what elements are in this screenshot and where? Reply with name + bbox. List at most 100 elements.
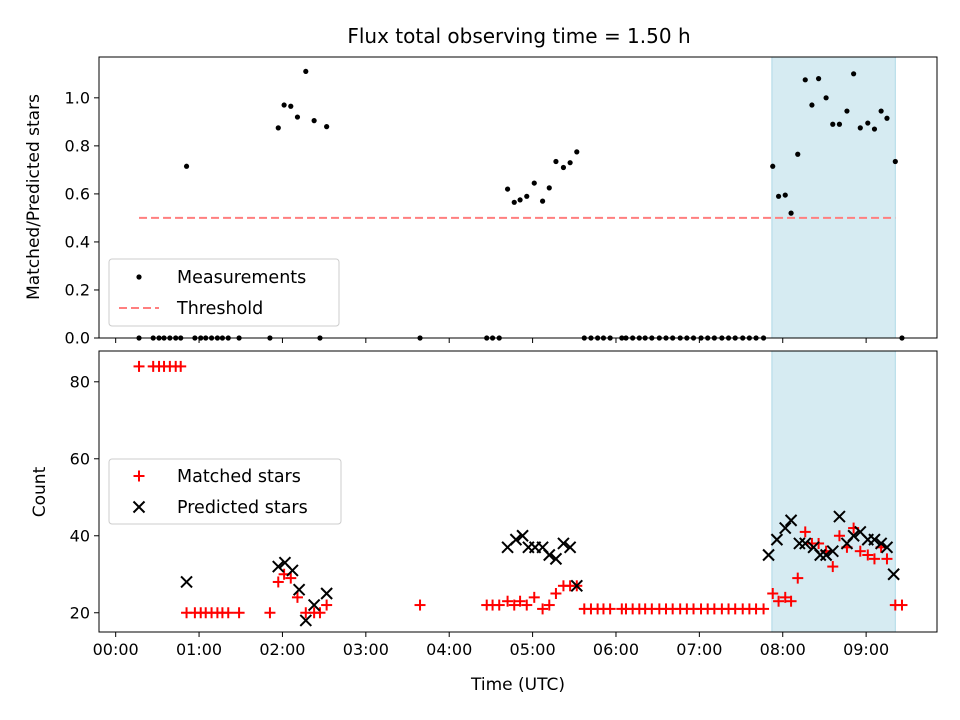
x-stroke [272,560,285,573]
predicted-star-marker [516,529,529,542]
measurement-point [795,151,801,157]
measurement-point [788,210,794,216]
x-stroke [180,575,193,589]
x-tick-label: 02:00 [259,640,305,659]
bottom-y-tick-label: 60 [70,449,90,468]
x-stroke [847,529,860,542]
x-tick-label: 04:00 [426,640,472,659]
legend-label-matched: Matched stars [177,467,301,487]
x-stroke [563,541,577,554]
matched-star-marker [264,607,276,619]
measurement-point [517,197,523,203]
measurement-point [892,158,898,165]
matched-star-marker [543,599,555,611]
matched-star-marker [604,603,616,615]
predicted-star-marker [779,521,792,535]
measurement-point [802,77,808,83]
measurement-point [815,76,822,82]
x-stroke [819,548,833,562]
predicted-star-marker [543,548,556,562]
x-stroke [784,514,798,527]
measurement-point [770,163,776,169]
matched-star-marker [222,607,234,619]
matched-star-marker [508,599,520,611]
bottom-y-axis-label: Count [30,466,50,517]
predicted-star-marker [570,579,583,593]
measurement-point [511,199,517,205]
top-y-tick-label: 0.8 [65,136,90,155]
matched-star-marker [314,607,326,619]
x-stroke [814,548,827,562]
measurement-point [553,158,559,165]
measurement-point [851,71,857,77]
predicted-star-marker [826,544,839,558]
bottom-legend: Matched stars Predicted stars [108,458,342,525]
bottom-y-tick-label: 40 [70,526,90,545]
matched-star-marker [854,545,866,557]
matched-star-marker [773,595,785,607]
top-y-tick-label: 0.0 [65,329,90,348]
measurement-point [574,149,580,155]
measurement-point [865,120,871,126]
measurement-point [884,115,890,121]
measurement-point [539,198,546,204]
x-axis-label: Time (UTC) [470,675,565,695]
predicted-star-marker [847,529,860,542]
x-stroke [543,548,556,562]
predicted-star-marker [799,537,812,550]
x-stroke [549,552,563,566]
matched-star-marker [896,599,908,611]
x-stroke [887,568,900,581]
top-y-tick-label: 1.0 [65,88,90,107]
x-tick-label: 07:00 [676,640,722,659]
matched-star-marker [502,595,514,607]
legend-box [108,458,342,525]
x-stroke [770,533,784,546]
x-tick-label: 09:00 [843,640,889,659]
x-stroke [833,510,846,523]
predicted-star-marker [868,533,881,546]
x-stroke [299,614,312,627]
top-y-tick-label: 0.2 [65,280,90,299]
measurement-point [546,185,552,191]
bottom-y-tick-label: 20 [70,603,90,622]
bottom-panel: 20 40 60 80 00:00 01:00 02:00 03:00 04:00 05:00 06… [70,350,938,659]
x-stroke [536,541,549,554]
matched-star-marker [285,572,297,584]
x-stroke [880,541,894,554]
matched-star-marker [514,595,526,607]
matched-star-marker [799,526,811,538]
legend-label-predicted: Predicted stars [177,498,308,518]
predicted-star-marker [292,583,306,596]
bottom-highlight-span [771,351,896,632]
predicted-star-marker [286,564,299,577]
top-legend: Measurements Threshold [108,258,340,327]
legend-label-threshold: Threshold [176,299,263,319]
x-stroke [320,587,333,600]
predicted-star-marker [320,587,333,600]
matched-star-marker [528,591,540,603]
measurement-point [303,68,309,75]
measurement-point [809,102,815,108]
measurement-point [311,118,317,124]
measurement-point [782,192,788,198]
legend-marker-measurements [136,274,142,280]
measurement-point [567,160,573,166]
measurement-point [823,95,829,101]
measurement-point [504,186,511,192]
predicted-star-marker [887,568,900,581]
matched-star-marker [537,603,549,615]
measurement-point [281,102,287,108]
x-tick-label: 01:00 [176,640,222,659]
x-stroke [779,521,792,535]
x-tick-label: 06:00 [593,640,639,659]
predicted-star-marker [549,552,563,566]
matched-star-marker [321,599,333,611]
matched-star-marker [133,360,145,372]
predicted-star-marker [819,548,833,562]
predicted-star-marker [299,614,312,627]
predicted-star-marker [880,541,894,554]
measurement-point [531,180,537,186]
matched-star-marker [779,591,791,603]
predicted-star-marker [762,548,775,562]
